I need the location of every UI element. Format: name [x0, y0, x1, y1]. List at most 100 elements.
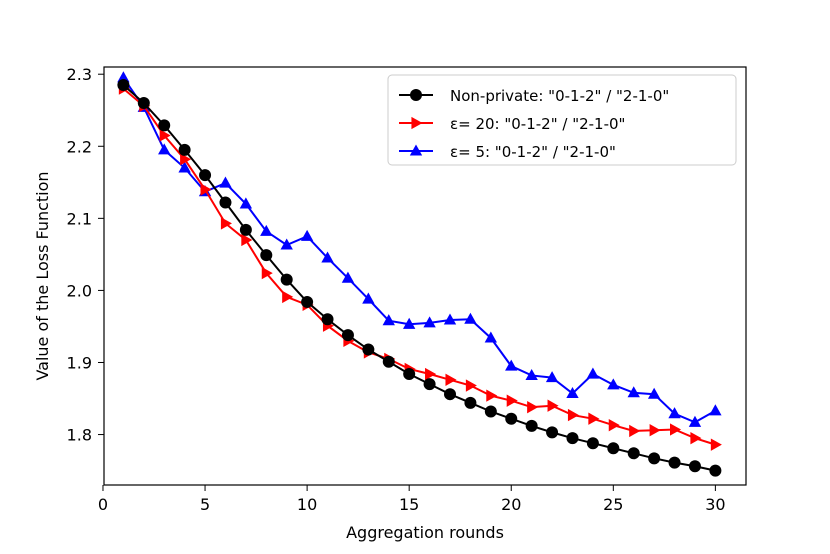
y-tick-label: 1.8 [67, 426, 92, 445]
data-point [527, 400, 539, 414]
data-point [588, 412, 600, 425]
data-point [608, 419, 620, 432]
data-point [341, 329, 354, 342]
data-point [464, 312, 477, 324]
data-point [137, 97, 150, 110]
y-tick-label: 2.0 [67, 281, 92, 300]
y-tick-label: 2.1 [67, 209, 92, 228]
data-point [321, 313, 334, 326]
x-axis-label: Aggregation rounds [346, 523, 504, 542]
data-point [525, 419, 538, 432]
data-point [260, 224, 273, 236]
data-point [261, 266, 273, 280]
data-point [484, 405, 497, 418]
data-point [505, 359, 518, 371]
data-point [178, 143, 191, 156]
data-point [709, 404, 722, 416]
data-point [200, 183, 212, 196]
data-point [362, 292, 375, 304]
data-point [546, 426, 559, 439]
y-axis: 1.8 1.9 2.0 2.1 2.2 2.3 [67, 65, 104, 445]
legend: Non-private: "0-1-2" / "2-1-0" ε= 20: "0-… [387, 74, 737, 166]
y-axis-label: Value of the Loss Function [33, 171, 52, 380]
data-point [444, 388, 457, 401]
x-tick-label: 10 [297, 495, 317, 514]
legend-marker [410, 89, 422, 101]
data-point [566, 432, 579, 445]
data-point [627, 447, 640, 460]
x-tick-label: 15 [399, 495, 419, 514]
legend-item: ε= 5: "0-1-2" / "2-1-0" [399, 143, 616, 161]
data-point [443, 313, 457, 325]
data-point [464, 396, 477, 409]
data-point [547, 399, 559, 412]
data-point [321, 251, 334, 263]
data-point [158, 143, 171, 155]
data-point [627, 386, 640, 398]
data-point [649, 424, 661, 437]
data-point [445, 373, 457, 386]
series-0 [117, 79, 722, 477]
data-point [403, 368, 416, 381]
series-1 [118, 82, 722, 451]
data-point [545, 371, 559, 383]
data-point [688, 415, 702, 427]
data-point [301, 295, 314, 308]
series-layer [117, 71, 722, 477]
data-point [180, 153, 192, 166]
data-point [586, 437, 599, 450]
y-tick-label: 1.9 [67, 353, 92, 372]
x-tick-label: 0 [98, 495, 108, 514]
x-tick-label: 25 [603, 495, 623, 514]
data-point [505, 412, 518, 425]
x-tick-label: 30 [705, 495, 725, 514]
data-point [219, 176, 232, 188]
data-point [525, 368, 538, 381]
data-point [239, 197, 253, 209]
data-point [486, 389, 498, 402]
data-point [607, 378, 620, 390]
data-point [423, 378, 436, 391]
data-point [465, 379, 477, 392]
data-point [260, 249, 273, 262]
data-point [425, 367, 437, 381]
plot-frame [103, 66, 747, 486]
data-point [586, 367, 600, 379]
data-point [670, 423, 682, 436]
data-point [382, 314, 395, 326]
legend-label: ε= 20: "0-1-2" / "2-1-0" [450, 115, 625, 133]
legend-marker [411, 116, 423, 130]
x-tick-label: 20 [501, 495, 521, 514]
x-axis: 0 5 10 15 20 25 30 [98, 485, 726, 514]
data-point [241, 233, 253, 247]
data-point [709, 464, 722, 477]
data-point [668, 456, 681, 469]
data-point [159, 129, 171, 142]
data-point [423, 316, 436, 328]
data-point [239, 223, 252, 236]
data-point [300, 229, 314, 241]
data-point [690, 431, 702, 445]
data-point [629, 424, 641, 438]
legend-item: Non-private: "0-1-2" / "2-1-0" [399, 87, 669, 105]
data-point [566, 386, 579, 399]
legend-label: ε= 5: "0-1-2" / "2-1-0" [450, 143, 616, 161]
data-point [362, 343, 375, 356]
data-point [117, 79, 130, 92]
legend-box [387, 74, 737, 166]
y-tick-label: 2.3 [67, 65, 92, 84]
data-point [668, 407, 681, 419]
data-point [178, 161, 191, 173]
data-point [282, 290, 294, 304]
data-point [280, 273, 293, 286]
data-point [506, 394, 518, 407]
data-point [280, 238, 293, 250]
x-tick-label: 5 [200, 495, 210, 514]
legend-marker [409, 144, 423, 156]
data-point [648, 452, 661, 465]
data-point [220, 217, 232, 230]
legend-item: ε= 20: "0-1-2" / "2-1-0" [399, 115, 625, 133]
data-point [647, 387, 661, 399]
data-point [567, 408, 579, 422]
